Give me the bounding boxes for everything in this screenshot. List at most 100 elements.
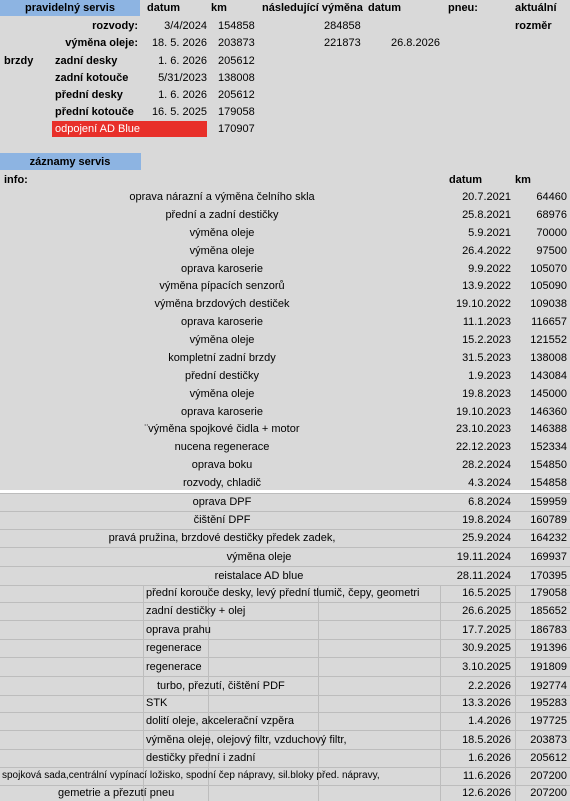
date-cell: 19.11.2024	[456, 551, 511, 563]
info-cell: spojková sada,centrální vypínací ložisko…	[2, 770, 380, 781]
km-cell: 179058	[530, 587, 567, 599]
grid-line	[143, 585, 144, 801]
row-label: brzdy	[4, 55, 34, 67]
info-cell: STK	[146, 697, 168, 709]
km-cell: 221873	[324, 37, 361, 49]
km-cell: 154850	[530, 459, 567, 472]
date-cell: 26.8.2026	[391, 37, 440, 49]
cell: rozměr	[515, 20, 552, 32]
date-cell: 5.9.2021	[468, 226, 511, 239]
info-cell: zadní destičky + olej	[146, 605, 246, 617]
date-cell: 25.8.2021	[462, 208, 511, 221]
date-cell: 25.9.2024	[462, 532, 511, 544]
grid-line	[0, 547, 570, 548]
date-cell: 11.1.2023	[462, 316, 511, 329]
grid-line	[0, 785, 570, 786]
date-cell: 18.5.2026	[462, 734, 511, 746]
alert-label: odpojení AD Blue	[55, 123, 141, 135]
km-cell: 170395	[530, 570, 567, 582]
km-cell: 97500	[536, 244, 567, 257]
info-cell: regenerace	[146, 642, 202, 654]
km-cell: 207200	[530, 770, 567, 782]
date-cell: 23.10.2023	[455, 423, 511, 436]
date-cell: 30.9.2025	[462, 642, 511, 654]
date-cell: 15.2.2023	[462, 334, 511, 346]
info-cell: ¨výměna spojkové čidla + motor	[144, 423, 300, 436]
date-cell: 2.2.2026	[468, 680, 511, 692]
grid-line	[0, 730, 570, 731]
km-cell: 197725	[530, 715, 567, 727]
km-cell: 121552	[530, 334, 567, 346]
grid-line	[0, 620, 570, 621]
info-cell: výměna oleje	[226, 551, 292, 563]
km-cell: 185652	[530, 605, 567, 617]
km-cell: 116657	[531, 316, 567, 329]
column-header: info:	[4, 174, 28, 186]
km-cell: 192774	[530, 680, 567, 692]
row-label: přední kotouče	[55, 106, 134, 118]
row-label: rozvody:	[92, 20, 138, 32]
km-cell: 205612	[218, 55, 255, 67]
km-cell: 164232	[530, 532, 567, 544]
info-cell: výměna oleje	[189, 226, 255, 239]
date-cell: 22.12.2023	[455, 441, 511, 454]
separator	[0, 490, 570, 493]
date-cell: 19.8.2023	[462, 387, 511, 400]
km-cell: 284858	[324, 20, 361, 32]
km-cell: 170907	[218, 123, 255, 135]
grid-line	[0, 602, 570, 603]
info-cell: výměna oleje	[189, 334, 255, 346]
date-cell: 28.11.2024	[456, 570, 511, 582]
info-cell: přední korouče desky, levý přední tlumič…	[146, 587, 420, 599]
header-cell	[0, 153, 141, 170]
date-cell: 19.10.2023	[455, 405, 511, 418]
date-cell: 13.9.2022	[462, 280, 511, 293]
km-cell: 138008	[530, 351, 567, 364]
km-cell: 143084	[530, 369, 567, 382]
date-cell: 26.6.2025	[462, 605, 511, 617]
km-cell: 70000	[536, 226, 567, 239]
column-header: pravidelný servis	[25, 2, 115, 14]
date-cell: 31.5.2023	[462, 351, 511, 364]
km-cell: 205612	[218, 89, 255, 101]
km-cell: 138008	[218, 72, 255, 84]
date-cell: 1.9.2023	[468, 369, 511, 382]
info-cell: oprava karoserie	[181, 405, 263, 418]
km-cell: 64460	[536, 191, 567, 203]
grid-line	[0, 657, 570, 658]
info-cell: oprava nárazní a výměna čelního skla	[129, 191, 315, 203]
date-cell: 9.9.2022	[468, 262, 511, 275]
date-cell: 1. 6. 2026	[158, 55, 207, 67]
km-cell: 159959	[530, 496, 567, 508]
km-cell: 205612	[530, 752, 567, 764]
info-cell: oprava DPF	[192, 496, 252, 508]
date-cell: 6.8.2024	[468, 496, 511, 508]
date-cell: 19.8.2024	[462, 514, 511, 526]
grid-line	[440, 585, 441, 801]
km-cell: 179058	[218, 106, 255, 118]
date-cell: 12.6.2026	[462, 787, 511, 799]
km-cell: 195283	[530, 697, 567, 709]
km-cell: 203873	[530, 734, 567, 746]
alert-cell	[52, 121, 207, 137]
info-cell: gemetrie a přezutí pneu	[58, 787, 175, 799]
info-cell: dolití oleje, akcelerační vzpěra	[146, 715, 294, 727]
column-header: aktuální	[515, 2, 557, 14]
km-cell: 191809	[530, 661, 567, 673]
info-cell: výměna brzdových destiček	[154, 298, 290, 311]
date-cell: 1. 6. 2026	[158, 89, 207, 101]
km-cell: 68976	[536, 208, 567, 221]
km-cell: 191396	[530, 642, 567, 654]
column-header: následující výměna	[262, 2, 363, 14]
km-cell: 154858	[218, 20, 255, 32]
km-cell: 152334	[530, 441, 567, 454]
info-cell: regenerace	[146, 661, 202, 673]
date-cell: 5/31/2023	[158, 72, 207, 84]
date-cell: 28.2.2024	[462, 459, 511, 472]
date-cell: 1.4.2026	[468, 715, 511, 727]
info-cell: čištění DPF	[193, 514, 251, 526]
grid-line	[0, 749, 570, 750]
row-label: výměna oleje:	[65, 37, 138, 49]
info-cell: oprava prahu	[146, 624, 211, 636]
grid-line	[0, 767, 570, 768]
